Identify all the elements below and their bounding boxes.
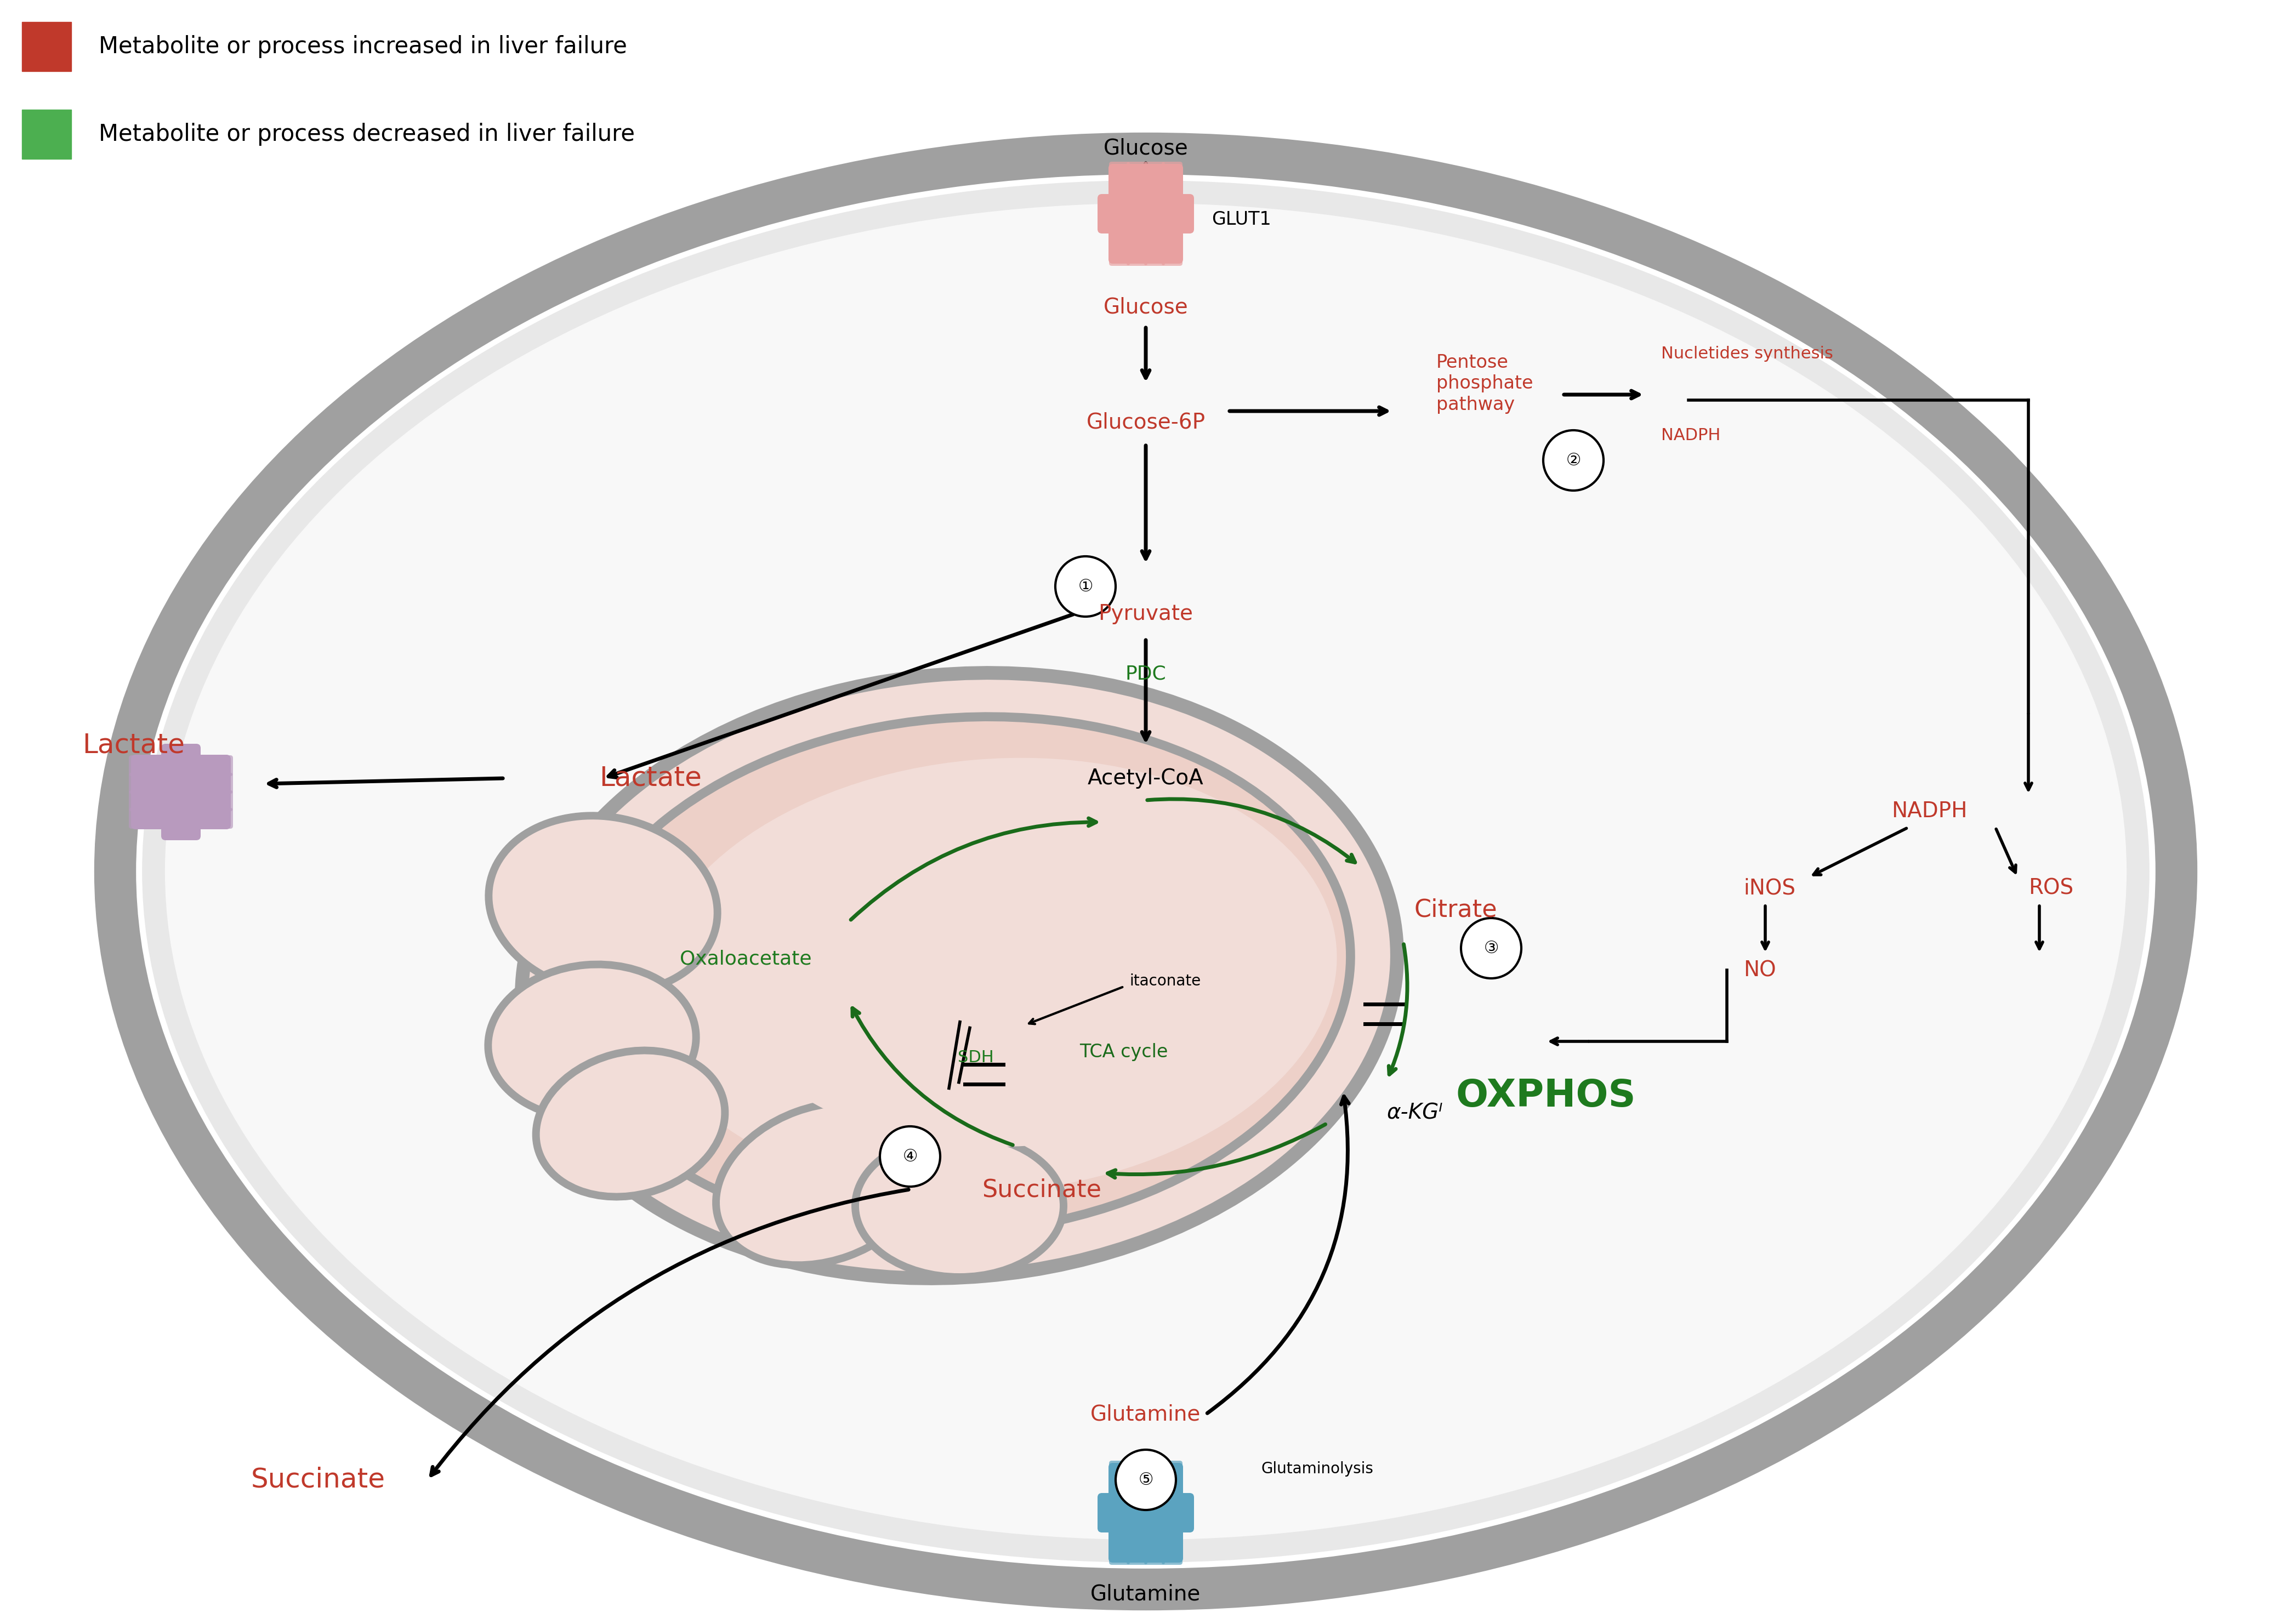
Text: Lactate: Lactate [600, 765, 701, 791]
Text: ②: ② [1565, 453, 1581, 468]
Text: Glucose-6P: Glucose-6P [1086, 411, 1205, 432]
Text: Succinate: Succinate [983, 1179, 1102, 1202]
FancyBboxPatch shape [1109, 1463, 1182, 1502]
Circle shape [1116, 1450, 1175, 1510]
FancyBboxPatch shape [1127, 162, 1148, 266]
Text: Glucose: Glucose [1104, 297, 1189, 317]
Ellipse shape [153, 192, 2138, 1551]
Text: Acetyl-CoA: Acetyl-CoA [1088, 768, 1203, 789]
FancyBboxPatch shape [131, 755, 170, 830]
Text: Pentose
phosphate
pathway: Pentose phosphate pathway [1436, 354, 1533, 414]
FancyBboxPatch shape [1109, 1460, 1129, 1566]
Ellipse shape [717, 1103, 928, 1265]
Text: GLUT1: GLUT1 [1212, 209, 1272, 229]
Text: Metabolite or process increased in liver failure: Metabolite or process increased in liver… [99, 36, 628, 58]
Text: Glucose: Glucose [1104, 138, 1189, 159]
Text: ①: ① [1079, 578, 1093, 594]
FancyBboxPatch shape [1109, 1523, 1182, 1562]
FancyBboxPatch shape [23, 21, 71, 71]
FancyBboxPatch shape [160, 744, 202, 840]
FancyBboxPatch shape [1109, 224, 1182, 263]
Ellipse shape [724, 771, 1326, 1147]
Text: ⑤: ⑤ [1139, 1471, 1152, 1488]
Text: TCA cycle: TCA cycle [1079, 1043, 1168, 1062]
FancyBboxPatch shape [23, 109, 71, 159]
Circle shape [1462, 918, 1521, 978]
Ellipse shape [488, 965, 696, 1119]
Ellipse shape [488, 815, 717, 992]
FancyBboxPatch shape [1162, 162, 1182, 266]
Text: Citrate: Citrate [1414, 898, 1498, 921]
Text: NADPH: NADPH [1892, 801, 1968, 822]
FancyBboxPatch shape [1097, 193, 1194, 234]
FancyBboxPatch shape [1109, 164, 1182, 203]
Text: Succinate: Succinate [250, 1466, 385, 1492]
Circle shape [1544, 430, 1604, 490]
Text: Glutamine: Glutamine [1091, 1403, 1200, 1424]
FancyBboxPatch shape [128, 755, 234, 776]
Text: ROS: ROS [2028, 877, 2073, 898]
Text: Glutaminolysis: Glutaminolysis [1260, 1462, 1372, 1476]
Text: ④: ④ [903, 1148, 916, 1164]
Ellipse shape [648, 758, 1338, 1194]
FancyBboxPatch shape [192, 755, 231, 830]
FancyBboxPatch shape [128, 773, 234, 794]
Text: OXPHOS: OXPHOS [1455, 1078, 1636, 1114]
Text: PDC: PDC [1125, 664, 1166, 684]
Text: iNOS: iNOS [1743, 877, 1796, 898]
Ellipse shape [522, 672, 1398, 1278]
Text: α-KGᴵ: α-KGᴵ [1386, 1103, 1443, 1124]
Text: Lactate: Lactate [82, 732, 186, 758]
Text: Pyruvate: Pyruvate [1097, 604, 1194, 624]
Circle shape [880, 1127, 939, 1187]
Text: ③: ③ [1485, 940, 1498, 957]
FancyBboxPatch shape [128, 807, 234, 828]
Text: NO: NO [1743, 960, 1776, 981]
Text: Nucletides synthesis: Nucletides synthesis [1661, 346, 1833, 362]
FancyBboxPatch shape [128, 791, 234, 810]
Text: SDH: SDH [958, 1049, 994, 1065]
Ellipse shape [855, 1135, 1063, 1276]
FancyBboxPatch shape [1143, 1460, 1164, 1566]
FancyBboxPatch shape [1097, 1492, 1194, 1533]
FancyBboxPatch shape [1162, 1460, 1182, 1566]
FancyBboxPatch shape [1143, 162, 1164, 266]
Text: NADPH: NADPH [1661, 427, 1721, 443]
FancyBboxPatch shape [1109, 162, 1129, 266]
Text: itaconate: itaconate [1129, 973, 1200, 989]
FancyBboxPatch shape [1127, 1460, 1148, 1566]
Text: Metabolite or process decreased in liver failure: Metabolite or process decreased in liver… [99, 123, 635, 146]
Circle shape [1056, 557, 1116, 617]
Ellipse shape [568, 716, 1349, 1234]
Text: Oxaloacetate: Oxaloacetate [680, 950, 811, 968]
Ellipse shape [536, 1051, 724, 1197]
Text: Glutamine: Glutamine [1091, 1583, 1200, 1605]
